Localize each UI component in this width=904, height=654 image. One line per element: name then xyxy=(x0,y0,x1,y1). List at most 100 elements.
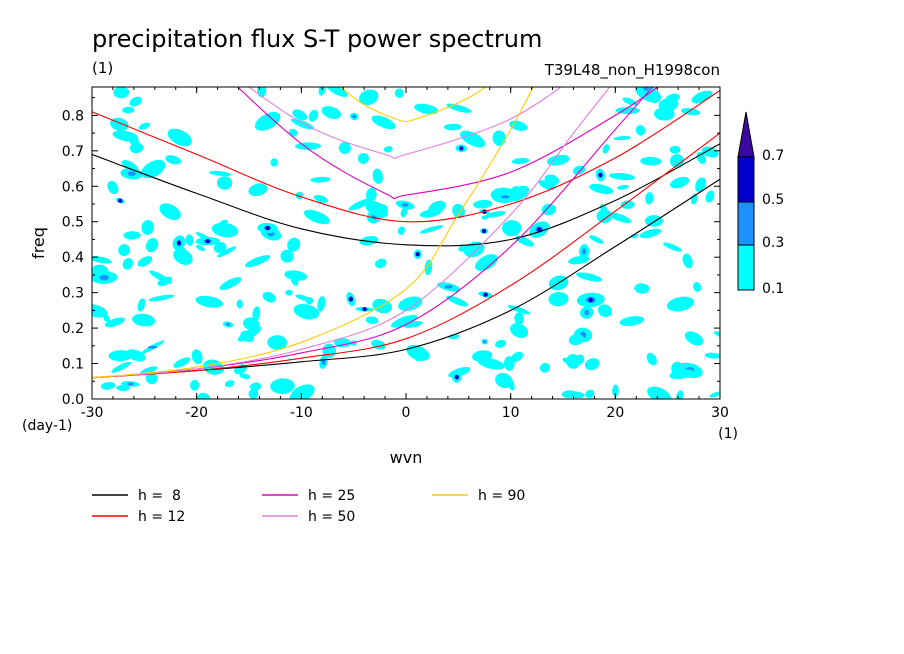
x-axis-unit: (1) xyxy=(718,426,738,442)
curve-kelvin-h12 xyxy=(92,132,720,379)
contour-patch-level1 xyxy=(190,379,200,391)
curve-inertio-gravity-h90 xyxy=(340,87,488,123)
contour-patch-level1 xyxy=(695,177,707,193)
contour-patch-level1 xyxy=(398,296,423,312)
contour-patch-level1 xyxy=(394,88,404,98)
contour-patch-level1 xyxy=(108,350,133,362)
x-tick-label: -20 xyxy=(185,405,208,421)
contour-patch-level1 xyxy=(141,219,154,235)
contour-patch-level1 xyxy=(122,258,134,270)
contour-patch-level2 xyxy=(582,248,587,255)
contour-patch-level1 xyxy=(248,183,268,197)
colorbar-segment xyxy=(737,156,755,203)
contour-patch-level3 xyxy=(118,198,123,203)
contour-patch-level3 xyxy=(415,252,420,257)
contour-patch-level1 xyxy=(704,352,720,359)
contour-patch-level1 xyxy=(705,190,715,203)
contour-patch-level1 xyxy=(327,87,348,98)
contour-patch-level1 xyxy=(252,306,261,322)
contour-patch-level1 xyxy=(691,90,713,104)
contour-patch-level1 xyxy=(303,209,330,225)
contour-patch-level1 xyxy=(701,146,719,158)
contour-patch-level1 xyxy=(365,200,388,218)
contour-patch-level1 xyxy=(514,312,524,325)
contour-patch-level3 xyxy=(537,227,542,232)
contour-patch-level1 xyxy=(463,241,485,258)
contour-patch-level1 xyxy=(494,339,507,348)
contour-patch-level1 xyxy=(669,145,681,154)
contour-patch-level1 xyxy=(141,159,166,179)
contour-patch-level1 xyxy=(371,115,396,130)
contour-patch-level1 xyxy=(640,156,662,166)
contour-patch-level1 xyxy=(287,237,301,252)
chart-title: precipitation flux S-T power spectrum xyxy=(92,25,542,53)
plot-area: -30 -20 -10 0 10 20 30 0.00.10.20.30.40.50.60.… xyxy=(62,86,729,421)
y-tick-label: 0.3 xyxy=(62,286,84,302)
contour-patch-level1 xyxy=(148,294,175,302)
y-axis-label: freq xyxy=(29,227,48,259)
colorbar-segment xyxy=(737,201,755,246)
contour-patch-level1 xyxy=(584,358,600,371)
contour-patch-level1 xyxy=(576,272,603,282)
contour-patch-level1 xyxy=(510,323,529,339)
contour-patch-level1 xyxy=(548,292,569,307)
y-tick-label: 0.7 xyxy=(62,144,84,160)
contour-patch-level3 xyxy=(598,172,603,178)
x-tick-label: 30 xyxy=(711,405,729,421)
contour-patch-level1 xyxy=(446,295,469,307)
contour-patch-level1 xyxy=(132,313,156,327)
contour-patch-level1 xyxy=(310,176,331,183)
contour-patch-level1 xyxy=(684,331,704,346)
contour-patch-level1 xyxy=(391,314,418,328)
contour-patch-level1 xyxy=(217,246,237,258)
contour-patch-level1 xyxy=(138,122,151,130)
curve-kelvin-h90 xyxy=(92,87,534,379)
contour-patch-level1 xyxy=(693,282,702,292)
contour-patch-level1 xyxy=(239,373,251,380)
curve-inertio-gravity-h8 xyxy=(92,143,720,247)
contour-patch-level1 xyxy=(372,168,383,184)
contour-patch-level1 xyxy=(145,238,159,253)
contour-patch-level1 xyxy=(616,184,629,190)
legend-label: h = 90 xyxy=(478,488,525,504)
x-tick-label: 20 xyxy=(606,405,624,421)
contour-patch-level1 xyxy=(541,203,557,216)
contour-patch-level1 xyxy=(544,174,560,186)
contour-patch-level1 xyxy=(620,200,635,209)
contour-patch-level1 xyxy=(634,283,650,294)
contour-patch-level1 xyxy=(113,87,130,99)
contour-patch-level2 xyxy=(401,203,409,207)
contour-patch-level1 xyxy=(293,303,320,320)
contour-patch-level2 xyxy=(643,87,650,91)
contour-patch-level1 xyxy=(492,130,506,146)
curve-inertio-gravity-h50 xyxy=(247,87,562,160)
contour-patch-level1 xyxy=(635,125,646,136)
contour-patch-level3 xyxy=(483,292,488,297)
contour-patch-level1 xyxy=(267,335,288,350)
contour-patch-level3 xyxy=(205,239,210,244)
legend-label: h = 8 xyxy=(138,488,181,504)
contour-patch-level1 xyxy=(613,135,631,141)
y-tick-label: 0.5 xyxy=(62,215,84,231)
contour-patch-level1 xyxy=(585,389,595,399)
contour-patch-level1 xyxy=(589,235,604,244)
contour-patch-level1 xyxy=(475,254,498,271)
contour-patch-level2 xyxy=(584,309,590,316)
contour-patch-level1 xyxy=(507,305,531,315)
contour-patch-level1 xyxy=(646,352,657,366)
contour-patch-level1 xyxy=(669,369,695,380)
y-tick-label: 0.1 xyxy=(62,357,84,373)
contour-patch-level1 xyxy=(589,183,614,195)
colorbar-label: 0.1 xyxy=(762,281,784,297)
y-axis: 0.0 0.1 0.2 0.3 0.4 0.5 0.6 0.7 0.8 xyxy=(62,97,720,408)
contour-patch-level3 xyxy=(588,297,593,303)
curve-inertio-gravity-h12 xyxy=(92,90,720,223)
contour-patch-level2 xyxy=(127,171,136,177)
contour-patch-level1 xyxy=(333,338,352,348)
contour-patch-level1 xyxy=(619,316,645,327)
contour-patch-level1 xyxy=(357,153,370,164)
contour-patch-level1 xyxy=(197,392,210,399)
contour-patch-level1 xyxy=(107,181,119,195)
contour-patch-level1 xyxy=(317,296,326,312)
contour-patch-level1 xyxy=(104,317,125,328)
